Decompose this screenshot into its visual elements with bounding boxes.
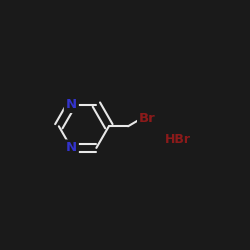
Text: N: N: [66, 142, 77, 154]
Text: N: N: [66, 98, 77, 111]
Text: Br: Br: [139, 112, 156, 125]
Text: HBr: HBr: [165, 133, 191, 146]
